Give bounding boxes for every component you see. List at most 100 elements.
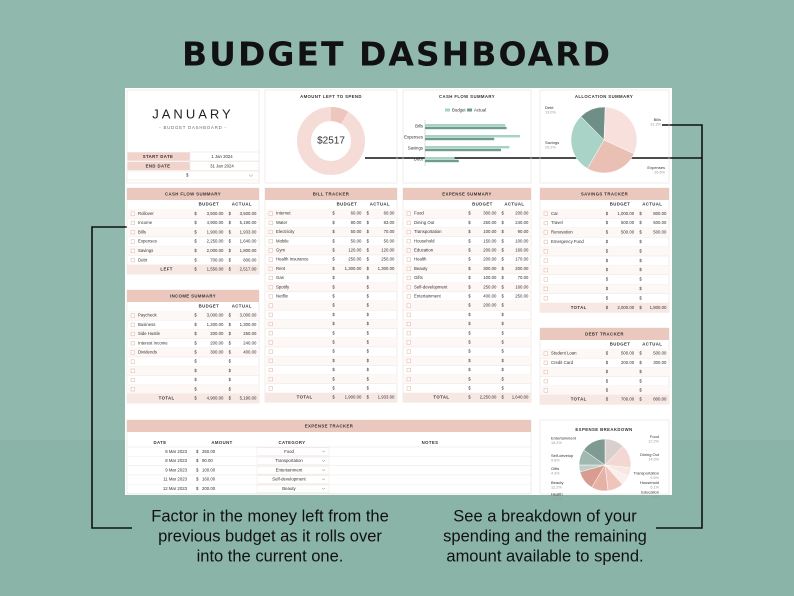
slice-percent: 12.2%: [551, 486, 562, 490]
total-actual: 800.00: [653, 397, 667, 402]
currency-sign: $: [502, 349, 505, 354]
slice-name: Entertainment: [551, 435, 577, 440]
checkbox: [268, 275, 273, 281]
slice-name: Education: [641, 489, 659, 494]
currency-sign: $: [367, 367, 370, 372]
total-budget: 1,550.00: [207, 267, 224, 272]
currency-sign: $: [639, 286, 642, 291]
panel-title: CASH FLOW SUMMARY: [439, 94, 495, 99]
date-label: END DATE: [146, 163, 171, 168]
checkbox: [268, 312, 273, 317]
checkbox: [543, 351, 548, 356]
currency-sign: $: [468, 238, 471, 243]
legend-swatch: [467, 108, 472, 112]
expense-amount: 250.00: [202, 449, 216, 454]
currency-sign: $: [194, 359, 197, 364]
budget-value: 1,900.00: [207, 229, 224, 234]
checkbox: [406, 377, 411, 382]
panel: [126, 289, 260, 404]
budget-value: 2,000.00: [207, 248, 224, 253]
currency-sign: $: [367, 211, 370, 216]
date-value-cell: [189, 161, 260, 171]
checkbox: [268, 303, 273, 308]
slice-percent: 5.5%: [650, 476, 659, 480]
budget-value: 250.00: [483, 220, 497, 225]
panel-title-band: [540, 328, 669, 340]
expense-category: Entertainment: [276, 467, 304, 472]
checkbox: [130, 377, 135, 383]
row-label: Renovation: [551, 230, 573, 235]
column-header: ACTUAL: [504, 202, 524, 207]
checkbox: [268, 331, 273, 336]
checkbox: [130, 341, 135, 346]
checkbox: [406, 312, 411, 317]
checkbox: [406, 285, 411, 290]
bar: [425, 126, 507, 130]
checkbox: [406, 303, 411, 308]
row-label: Gas: [276, 275, 284, 280]
currency-sign: $: [332, 330, 335, 335]
total-label: TOTAL: [159, 396, 175, 401]
currency-sign: $: [468, 386, 471, 391]
total-actual: 1,640.00: [512, 395, 529, 400]
column-header: BUDGET: [472, 202, 493, 207]
row-band: [265, 282, 397, 292]
checkbox: [543, 221, 548, 226]
total-row: [265, 393, 397, 403]
currency-sign: $: [502, 220, 505, 225]
currency-sign: $: [332, 294, 335, 299]
row-label: Rent: [276, 266, 286, 271]
row-band: [127, 329, 259, 339]
slice-name: Health: [551, 491, 563, 496]
checkbox: [268, 220, 273, 225]
slice-name: Self-develop: [551, 453, 574, 458]
currency-sign: $: [367, 386, 370, 391]
currency-sign: $: [367, 358, 370, 363]
total-budget: 2,000.00: [617, 305, 634, 310]
currency-sign: $: [502, 340, 505, 345]
currency-sign: $: [194, 377, 197, 382]
column-header: BUDGET: [337, 202, 358, 207]
row-band: [540, 265, 669, 275]
actual-value: 250.00: [381, 257, 395, 262]
category-label: Bills: [415, 124, 423, 129]
checkbox: [406, 331, 411, 336]
panel-title: DEBT TRACKER: [585, 331, 624, 336]
total-budget: 700.00: [621, 397, 635, 402]
dropdown-arrow: [321, 487, 326, 490]
page-title: BUDGET DASHBOARD: [182, 35, 612, 74]
row-label: Beauty: [414, 266, 428, 271]
total-row: [540, 395, 669, 405]
budget-value: 50.00: [351, 238, 362, 243]
budget-value: 100.00: [483, 229, 497, 234]
currency-sign: $: [194, 220, 197, 225]
expense-category: Self-development: [272, 477, 306, 482]
total-label: TOTAL: [297, 395, 313, 400]
actual-value: 240.00: [243, 340, 257, 345]
currency-sign: $: [502, 386, 505, 391]
pie-slice: [603, 106, 638, 155]
currency-sign: $: [606, 239, 609, 244]
checkbox: [268, 229, 273, 235]
row-band: [265, 227, 397, 237]
column-header: ACTUAL: [232, 304, 252, 309]
checkbox: [543, 249, 548, 254]
currency-sign: $: [229, 386, 232, 391]
actual-value: 3,000.00: [240, 313, 257, 318]
checkbox: [406, 386, 411, 391]
dropdown-arrow: [248, 174, 254, 177]
currency-sign: $: [186, 173, 189, 178]
currency-sign: $: [194, 322, 197, 327]
currency-sign: $: [194, 267, 197, 272]
row-band: [403, 227, 531, 237]
currency-sign: $: [367, 330, 370, 335]
checkbox: [543, 277, 548, 282]
panel-title-band: [403, 188, 531, 200]
currency-sign: $: [194, 386, 197, 391]
actual-value: 250.00: [243, 331, 257, 336]
row-band: [127, 311, 259, 321]
currency-sign: $: [194, 368, 197, 373]
category-cell: [256, 475, 330, 484]
currency-sign: $: [639, 248, 642, 253]
